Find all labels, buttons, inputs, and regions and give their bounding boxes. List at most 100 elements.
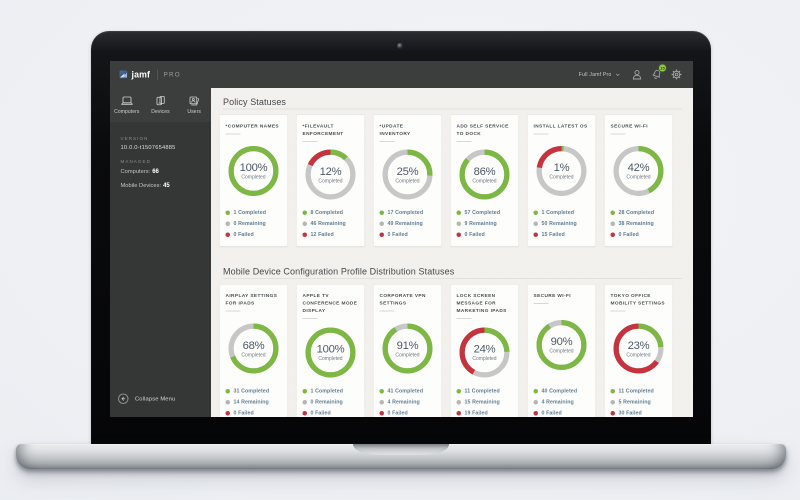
card-title-underline [533, 133, 549, 135]
chevron-down-icon [615, 73, 620, 76]
card-title-underline [533, 303, 549, 304]
legend-item-completed: 1 Completed [302, 386, 359, 397]
card-title-underline [456, 318, 472, 319]
legend-item-remaining: 9 Remaining [456, 218, 513, 229]
donut-center-text: 24% Completed [460, 327, 510, 377]
donut-percent: 25% [396, 164, 419, 178]
legend-text: 0 Failed [233, 410, 254, 416]
donut-chart: 90% Completed [534, 304, 590, 386]
settings-button[interactable] [671, 69, 683, 81]
legend-item-failed: 15 Failed [533, 229, 590, 240]
legend-text: 5 Remaining [618, 399, 651, 405]
donut-center-text: 68% Completed [229, 324, 279, 374]
donut-ring: 12% Completed [305, 149, 356, 200]
donut-percent: 23% [627, 338, 650, 352]
legend-dot-completed [533, 210, 538, 215]
legend-text: 31 Completed [233, 388, 270, 394]
version-value: 10.0.0-t1507654885 [120, 144, 176, 151]
card-title: Apple TV Conference Mode Display [302, 293, 358, 314]
status-card[interactable]: Add Self Service to Dock 86% Completed 57 C… [450, 114, 519, 247]
status-card[interactable]: *Update Inventory 25% Completed 17 Complete… [373, 114, 442, 247]
legend-text: 1 Completed [310, 388, 344, 394]
legend-item-completed: 11 Completed [610, 386, 667, 397]
legend-text: 0 Failed [464, 231, 485, 238]
section-title: Mobile Device Configuration Profile Dist… [223, 266, 455, 277]
legend-dot-completed [225, 388, 230, 394]
legend-text: 15 Failed [541, 231, 565, 238]
legend-dot-completed [302, 210, 307, 215]
legend-item-remaining: 38 Remaining [610, 218, 667, 229]
legend-dot-completed [456, 210, 461, 215]
mobile-devices-icon [156, 95, 165, 106]
legend-dot-completed [456, 388, 461, 394]
donut-percent: 100% [316, 342, 345, 355]
status-card[interactable]: Apple TV Conference Mode Display 100% Comp… [296, 284, 365, 417]
card-title: Secure Wi-Fi [533, 293, 572, 299]
laptop-icon [121, 96, 133, 105]
donut-percent: 24% [473, 342, 496, 355]
notifications-button[interactable]: 15 [651, 64, 666, 81]
donut-legend: 57 Completed 9 Remaining 0 Failed [456, 207, 513, 240]
donut-chart: 12% Completed [303, 142, 359, 207]
legend-dot-failed [610, 232, 615, 237]
donut-center-text: 1% Completed [537, 146, 587, 196]
legend-text: 0 Remaining [233, 220, 266, 227]
legend-text: 38 Remaining [618, 220, 654, 227]
legend-item-remaining: 4 Remaining [533, 397, 590, 408]
legend-text: 28 Completed [618, 209, 655, 216]
account-button[interactable] [631, 69, 643, 81]
status-card[interactable]: Install Latest OS 1% Completed 1 Completed 5… [527, 114, 596, 247]
legend-item-completed: 8 Completed [302, 207, 359, 218]
sidebar-item-users[interactable]: Users [177, 88, 211, 122]
card-title: *Update Inventory [379, 123, 411, 137]
donut-caption: Completed [472, 178, 497, 184]
donut-percent: 100% [239, 161, 268, 174]
legend-dot-failed [302, 410, 307, 416]
collapse-menu-button[interactable]: Collapse Menu [118, 393, 175, 404]
legend-item-completed: 17 Completed [379, 207, 436, 218]
legend-item-remaining: 14 Remaining [225, 397, 282, 408]
status-card[interactable]: Lock Screen Message for Marketing iPads 2… [450, 284, 519, 417]
legend-item-completed: 41 Completed [379, 386, 436, 397]
donut-percent: 1% [553, 161, 570, 174]
legend-dot-completed [379, 388, 384, 394]
legend-item-completed: 1 Completed [533, 207, 590, 218]
laptop-screen: jamf PRO Full Jamf Pro [110, 61, 693, 417]
donut-ring: 42% Completed [613, 145, 664, 196]
site-switcher[interactable]: Full Jamf Pro [579, 72, 620, 78]
legend-item-failed: 12 Failed [302, 229, 359, 240]
legend-item-failed: 0 Failed [379, 408, 436, 418]
legend-text: 17 Completed [387, 209, 424, 216]
card-title-underline [379, 310, 395, 312]
managed-computers: Computers: 66 [120, 167, 159, 175]
donut-legend: 11 Completed 5 Remaining 30 Failed [610, 386, 667, 418]
legend-dot-failed [225, 410, 230, 416]
status-card[interactable]: Secure Wi-Fi 90% Completed 40 Completed 4 Re… [527, 284, 596, 417]
sidebar-item-devices[interactable]: Devices [144, 88, 178, 122]
status-card[interactable]: Corporate VPN Settings 91% Completed 41 Com… [373, 284, 442, 417]
legend-text: 46 Remaining [310, 220, 346, 227]
legend-dot-remaining [533, 221, 538, 226]
card-title: Tokyo Office Mobility Settings [610, 293, 665, 306]
section-policy-statuses: Policy Statuses *Computer Names 100% Compl… [211, 88, 693, 247]
donut-center-text: 12% Completed [306, 150, 356, 200]
donut-legend: 1 Completed 0 Remaining 0 Failed [225, 207, 282, 240]
sidebar-item-computers[interactable]: Computers [110, 88, 144, 122]
card-title-underline [225, 133, 241, 135]
donut-caption: Completed [626, 174, 651, 181]
status-card[interactable]: *FileVault Enforcement 12% Completed 8 Comp… [296, 114, 365, 247]
donut-ring: 90% Completed [536, 319, 587, 370]
status-card[interactable]: *Computer Names 100% Completed 1 Completed 0… [219, 114, 288, 247]
donut-chart: 100% Completed [226, 135, 282, 208]
status-card[interactable]: Tokyo Office Mobility Settings 23% Complet… [604, 284, 673, 417]
donut-caption: Completed [395, 352, 420, 358]
sidebar-item-label: Users [187, 109, 201, 115]
status-card[interactable]: Secure Wi-Fi 42% Completed 28 Completed 38 R… [604, 114, 673, 247]
card-title-underline [302, 318, 318, 319]
legend-item-completed: 40 Completed [533, 386, 590, 397]
donut-ring: 100% Completed [305, 327, 356, 378]
legend-text: 4 Remaining [387, 399, 420, 405]
status-card[interactable]: AirPlay Settings for iPads 68% Completed 31… [219, 284, 288, 417]
legend-text: 0 Failed [387, 231, 408, 238]
